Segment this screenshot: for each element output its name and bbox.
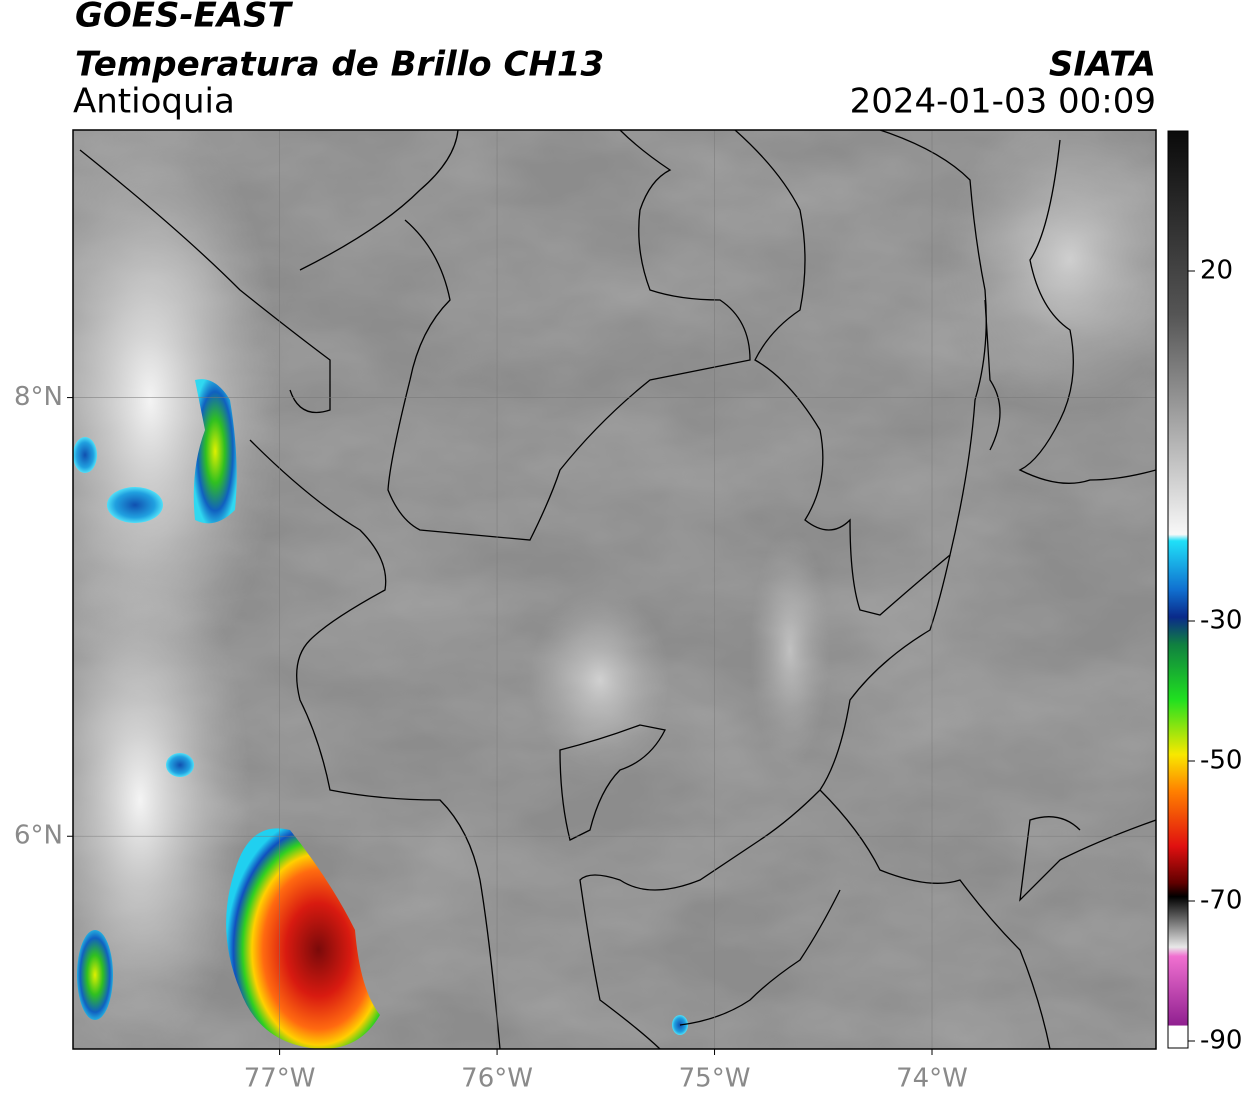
colorbar xyxy=(1167,130,1189,1049)
satellite-image xyxy=(73,130,1156,1049)
y-tick-label: 8°N xyxy=(14,382,63,412)
y-tick-label: 6°N xyxy=(14,821,63,851)
colorbar-tick-label: -30 xyxy=(1200,606,1242,636)
x-tick-label: 75°W xyxy=(679,1064,751,1094)
region: Antioquia xyxy=(73,82,235,122)
x-tick-label: 74°W xyxy=(896,1064,968,1094)
datetime: 2024-01-03 00:09 xyxy=(850,82,1156,122)
colorbar-tick-label: -90 xyxy=(1200,1026,1242,1056)
title: GOES-EAST xyxy=(75,0,294,36)
x-tick-label: 77°W xyxy=(244,1064,316,1094)
colorbar-tick-label: 20 xyxy=(1200,256,1233,286)
source: SIATA xyxy=(1049,45,1156,85)
colorbar-tick-label: -70 xyxy=(1200,886,1242,916)
map-frame xyxy=(72,129,1157,1050)
subtitle: Temperatura de Brillo CH13 xyxy=(75,45,604,85)
colorbar-tick-label: -50 xyxy=(1200,746,1242,776)
graticule xyxy=(73,130,1156,1049)
x-tick-label: 76°W xyxy=(461,1064,533,1094)
